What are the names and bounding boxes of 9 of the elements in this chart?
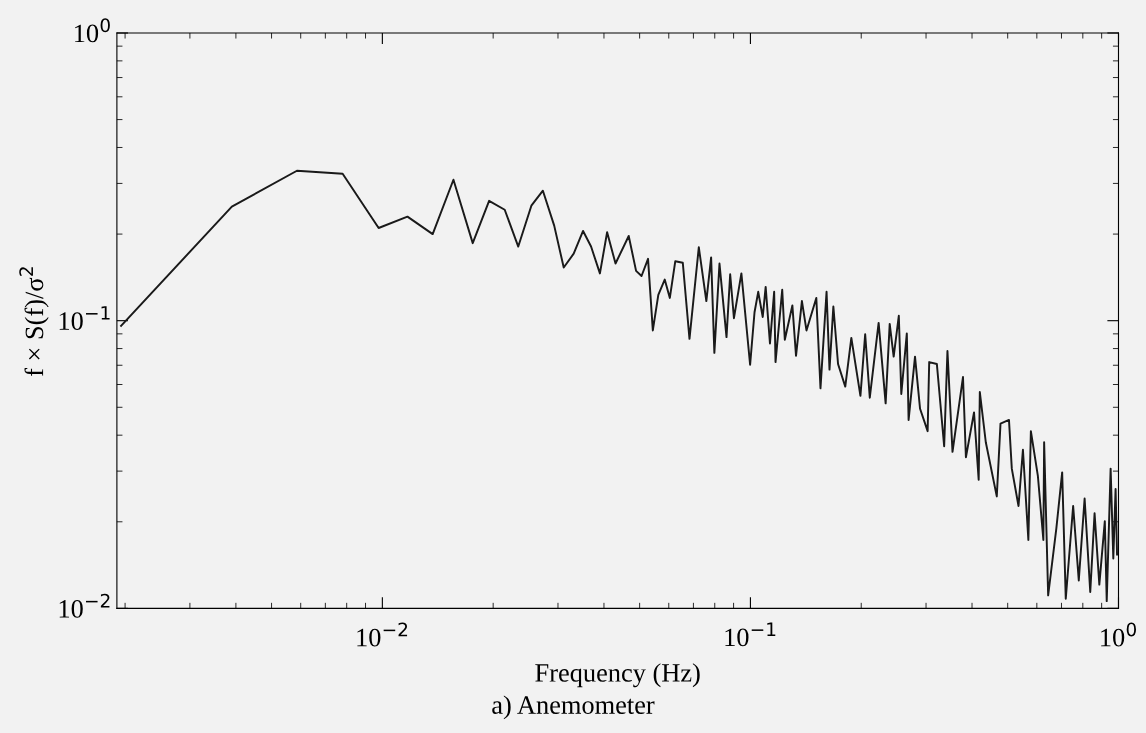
text: a) Anemometer [492,695,655,720]
x-axis-title: Frequency (Hz) [535,663,700,688]
x-tick-label: 10$^{0}$ [1101,622,1136,647]
y-axis-title: f × S(f)/σ$^{2}$ [19,267,49,377]
x-tick-label: 10$^{−1}$ [725,622,776,647]
y-tick-label: 10$^{−1}$ [59,306,110,330]
y-tick-label: 10$^{0}$ [75,18,110,43]
y-tick-label: 10$^{−2}$ [59,593,110,618]
x-tick-label: 10$^{−2}$ [357,622,408,647]
